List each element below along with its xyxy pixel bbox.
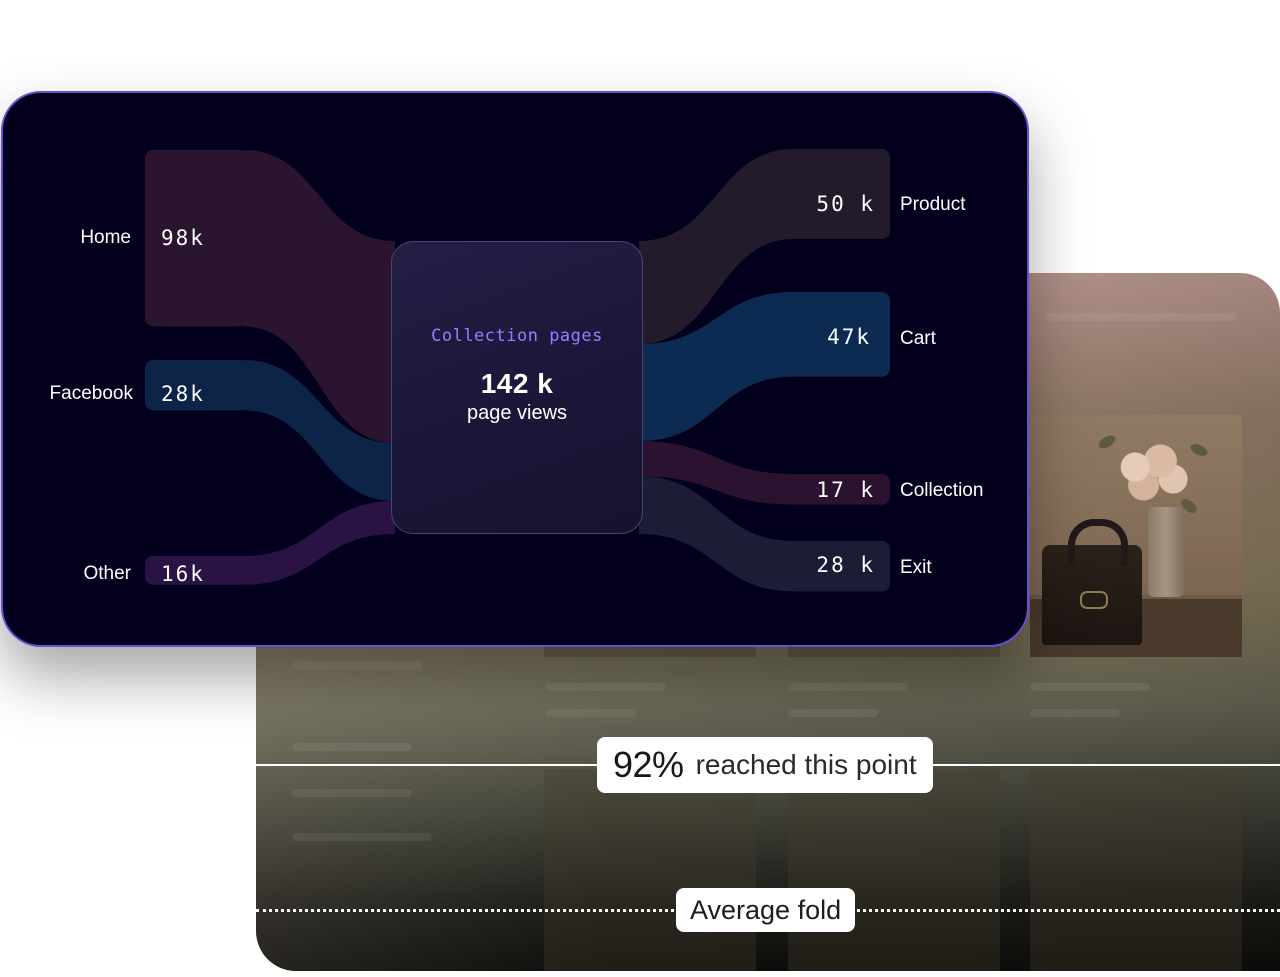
reach-percent: 92% [613, 744, 684, 785]
product-photo [1030, 415, 1242, 657]
target-value-product: 50 k [816, 192, 875, 216]
target-label-cart: Cart [900, 328, 936, 349]
center-node-value: 142 k [480, 368, 554, 399]
source-value-home: 98k [161, 226, 205, 250]
scroll-reach-badge: 92% reached this point [597, 737, 933, 793]
handbag-shape [1042, 519, 1142, 645]
reach-text: reached this point [695, 749, 917, 780]
placeholder-line [292, 789, 412, 797]
sankey-chart [145, 149, 890, 592]
target-value-collection: 17 k [816, 478, 875, 502]
target-label-collection: Collection [900, 480, 984, 501]
flow-center-to-product [639, 149, 794, 345]
placeholder-line [1030, 709, 1120, 717]
handbag-handle [1068, 519, 1128, 566]
source-label-home: Home [80, 227, 131, 248]
source-value-facebook: 28k [161, 382, 205, 406]
flow-center-to-collection [639, 441, 794, 505]
flow-facebook-to-center [243, 360, 395, 501]
target-value-exit: 28 k [816, 553, 875, 577]
placeholder-line [292, 833, 432, 841]
flow-other-to-center [243, 500, 395, 585]
average-fold-badge: Average fold [676, 888, 856, 932]
placeholder-line [788, 709, 878, 717]
target-bar-exit [788, 541, 890, 592]
source-bar-home [145, 150, 247, 327]
source-label-facebook: Facebook [49, 383, 133, 404]
placeholder-line [292, 743, 412, 751]
center-node-title: Collection pages [431, 326, 603, 346]
placeholder-line [292, 661, 422, 669]
center-node-unit: page views [466, 402, 568, 424]
placeholder-line [546, 709, 636, 717]
target-bar-product [788, 149, 890, 239]
placeholder-line [788, 683, 908, 691]
vase-shape [1148, 507, 1184, 597]
source-value-other: 16k [161, 562, 205, 586]
target-label-exit: Exit [900, 557, 932, 578]
placeholder-line [1030, 683, 1150, 691]
target-bar-cart [788, 292, 890, 377]
flow-center-to-exit [639, 476, 794, 592]
flow-center-to-cart [639, 292, 794, 442]
source-bar-facebook [145, 360, 247, 411]
product-tile [1030, 769, 1242, 971]
placeholder-line [1046, 313, 1236, 321]
target-bar-collection [788, 474, 890, 505]
source-bar-other [145, 556, 247, 585]
flow-home-to-center [243, 150, 395, 444]
center-node-collection-pages: Collection pages 142 k page views [391, 241, 643, 534]
placeholder-line [546, 683, 666, 691]
target-label-product: Product [900, 194, 966, 215]
sankey-card: Home 98k Facebook 28k Other 16k 50 k Pro… [1, 91, 1029, 647]
product-tile [788, 769, 1000, 971]
source-label-other: Other [83, 563, 131, 584]
handbag-clasp [1080, 591, 1108, 609]
flowers-shape [1110, 443, 1194, 503]
product-tile [544, 769, 756, 971]
target-value-cart: 47k [827, 325, 871, 349]
